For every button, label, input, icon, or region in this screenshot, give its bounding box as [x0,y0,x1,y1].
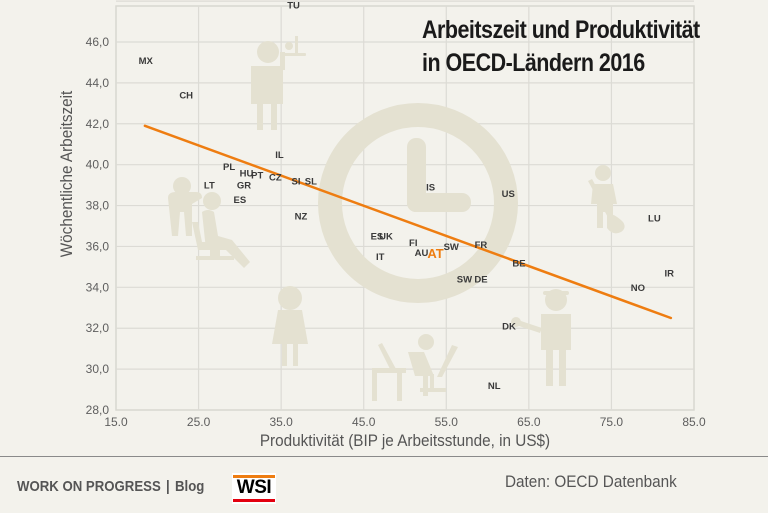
y-tick-label: 30,0 [86,362,110,376]
point-label-mx: MX [139,56,154,67]
brand-blog: Blog [175,478,205,495]
point-label-de: DE [474,275,487,286]
point-label-pl: PL [223,162,235,173]
point-label-ch: CH [179,91,193,102]
point-label-lt: LT [204,181,215,192]
hairdresser-icon [168,177,250,268]
point-label-es: ES [371,232,384,243]
point-label-il: IL [275,150,284,161]
y-tick-label: 42,0 [86,117,110,131]
y-tick-label: 28,0 [86,403,110,417]
brand-name: WORK ON PROGRESS [17,478,161,495]
point-label-lu: LU [648,213,661,224]
x-tick-label: 45.0 [352,415,376,429]
chart-title-line-2: in OECD-Ländern 2016 [422,49,645,77]
point-label-au: AU [415,248,429,259]
point-label-nz: NZ [295,211,308,222]
point-label-at: AT [427,246,443,261]
y-tick-label: 36,0 [86,239,110,253]
woman-icon [272,286,308,366]
point-label-uk: UK [379,232,393,243]
x-tick-label: 75.0 [600,415,624,429]
point-label-es: ES [234,195,247,206]
x-axis: 15.0 25.0 35.0 45.0 55.0 65.0 75.0 85.0 [104,415,706,429]
point-label-fr: FR [475,240,488,251]
point-label-gr: GR [237,181,251,192]
wsi-logo-top-bar [233,475,275,478]
point-label-it: IT [376,252,385,263]
cleaner-icon [588,165,625,234]
point-label-no: NO [631,283,645,294]
y-tick-label: 46,0 [86,35,110,49]
brand-separator: | [166,478,170,495]
y-tick-label: 32,0 [86,321,110,335]
point-label-is: IS [426,183,435,194]
point-label-tu: TU [287,1,300,12]
y-axis-title: Wöchentliche Arbeitszeit [57,90,76,257]
y-axis: 28,0 30,0 32,0 34,0 36,0 38,0 40,0 42,0 44,0 46,0 [86,35,110,417]
x-axis-title: Produktivität (BIP je Arbeitsstunde, in … [260,431,550,450]
waiter-icon [251,36,306,130]
wsi-logo-bottom-bar [233,499,275,502]
y-tick-label: 38,0 [86,199,110,213]
grid [116,0,694,410]
point-label-fi: FI [409,238,417,249]
mechanic-icon [511,289,571,386]
x-tick-label: 35.0 [269,415,293,429]
chart-title-line-1: Arbeitszeit und Produktivität [422,16,700,44]
clock-icon [318,103,518,303]
x-tick-label: 65.0 [517,415,541,429]
point-label-cz: CZ [269,172,282,183]
wsi-logo-text: WSI [236,477,272,498]
point-label-us: US [502,189,515,200]
x-tick-label: 25.0 [187,415,211,429]
x-tick-label: 55.0 [435,415,459,429]
trendline [143,124,673,320]
y-tick-label: 34,0 [86,280,110,294]
point-label-sw: SW [444,242,459,253]
pictograms [168,36,625,401]
office-worker-icon [372,334,458,401]
point-label-sw: SW [457,275,472,286]
brand-text[interactable]: WORK ON PROGRESS | Blog [17,478,204,495]
y-tick-label: 44,0 [86,76,110,90]
chart-title: Arbeitszeit und Produktivität in OECD-Lä… [422,14,700,80]
point-label-dk: DK [502,322,516,333]
point-label-nl: NL [488,381,501,392]
point-label-hu: HU [240,168,254,179]
wsi-logo[interactable]: WSI [232,473,276,504]
x-tick-label: 15.0 [104,415,128,429]
point-label-be: BE [512,258,525,269]
point-label-pt: PT [251,170,263,181]
point-label-si: SI [292,177,301,188]
x-tick-label: 85.0 [682,415,706,429]
footer: WORK ON PROGRESS | Blog WSI Daten: OECD Da… [0,456,768,513]
trendline-layer [143,124,673,320]
data-source: Daten: OECD Datenbank [505,472,677,491]
point-label-sl: SL [305,177,317,188]
y-tick-label: 40,0 [86,158,110,172]
point-label-ir: IR [664,269,674,280]
